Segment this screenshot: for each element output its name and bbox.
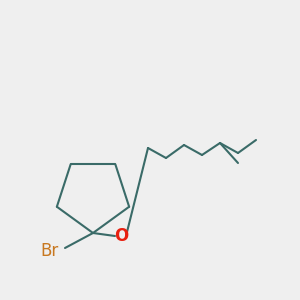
Text: O: O — [114, 227, 128, 245]
Text: Br: Br — [40, 242, 58, 260]
